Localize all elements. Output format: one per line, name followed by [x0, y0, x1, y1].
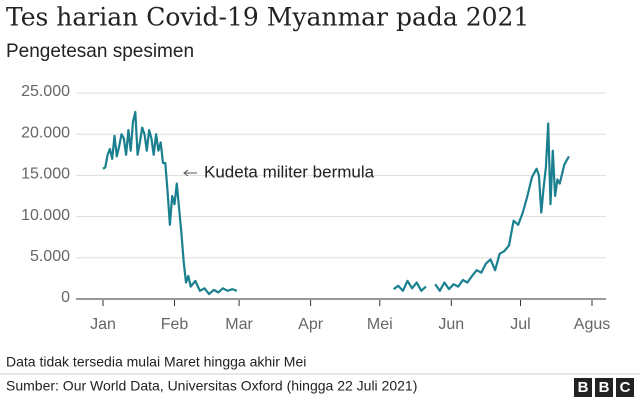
- source: Sumber: Our World Data, Universitas Oxfo…: [6, 378, 417, 394]
- footnote: Data tidak tersedia mulai Maret hingga a…: [6, 354, 306, 370]
- data-line: [102, 110, 570, 296]
- annotation: Kudeta militer bermula: [204, 162, 375, 181]
- logo: B B C: [574, 378, 634, 397]
- y-tick-label: 0: [61, 289, 70, 306]
- x-tick-label: Agus: [574, 316, 610, 333]
- logo-block: [616, 378, 634, 397]
- plot-area: 0 5.000 10.000 15.000 20.000 25.000 Jan Feb Mar A…: [21, 83, 610, 333]
- logo-block: [595, 378, 613, 397]
- x-tick-label: Jun: [438, 316, 464, 333]
- y-tick-label: 5.000: [30, 248, 70, 265]
- x-tick-label: Apr: [298, 316, 324, 333]
- annotation-arrowhead: [183, 169, 189, 177]
- y-tick-label: 25.000: [21, 83, 70, 100]
- y-tick-label: 10.000: [21, 207, 70, 224]
- x-tick-label: Mei: [367, 316, 393, 333]
- logo-letter: B: [578, 379, 589, 396]
- chart-title: Tes harian Covid-19 Myanmar pada 2021: [6, 3, 529, 32]
- y-tick-label: 15.000: [21, 166, 70, 183]
- x-tick-label: Feb: [161, 316, 189, 333]
- y-tick-label: 20.000: [21, 124, 70, 141]
- logo-block: [574, 378, 592, 397]
- x-tick-label: Jul: [510, 316, 530, 333]
- chart-subtitle: Pengetesan spesimen: [6, 41, 194, 62]
- x-tick-label: Mar: [225, 316, 253, 333]
- x-tick-label: Jan: [90, 316, 116, 333]
- logo-letter: B: [599, 379, 610, 396]
- logo-letter: C: [620, 379, 631, 396]
